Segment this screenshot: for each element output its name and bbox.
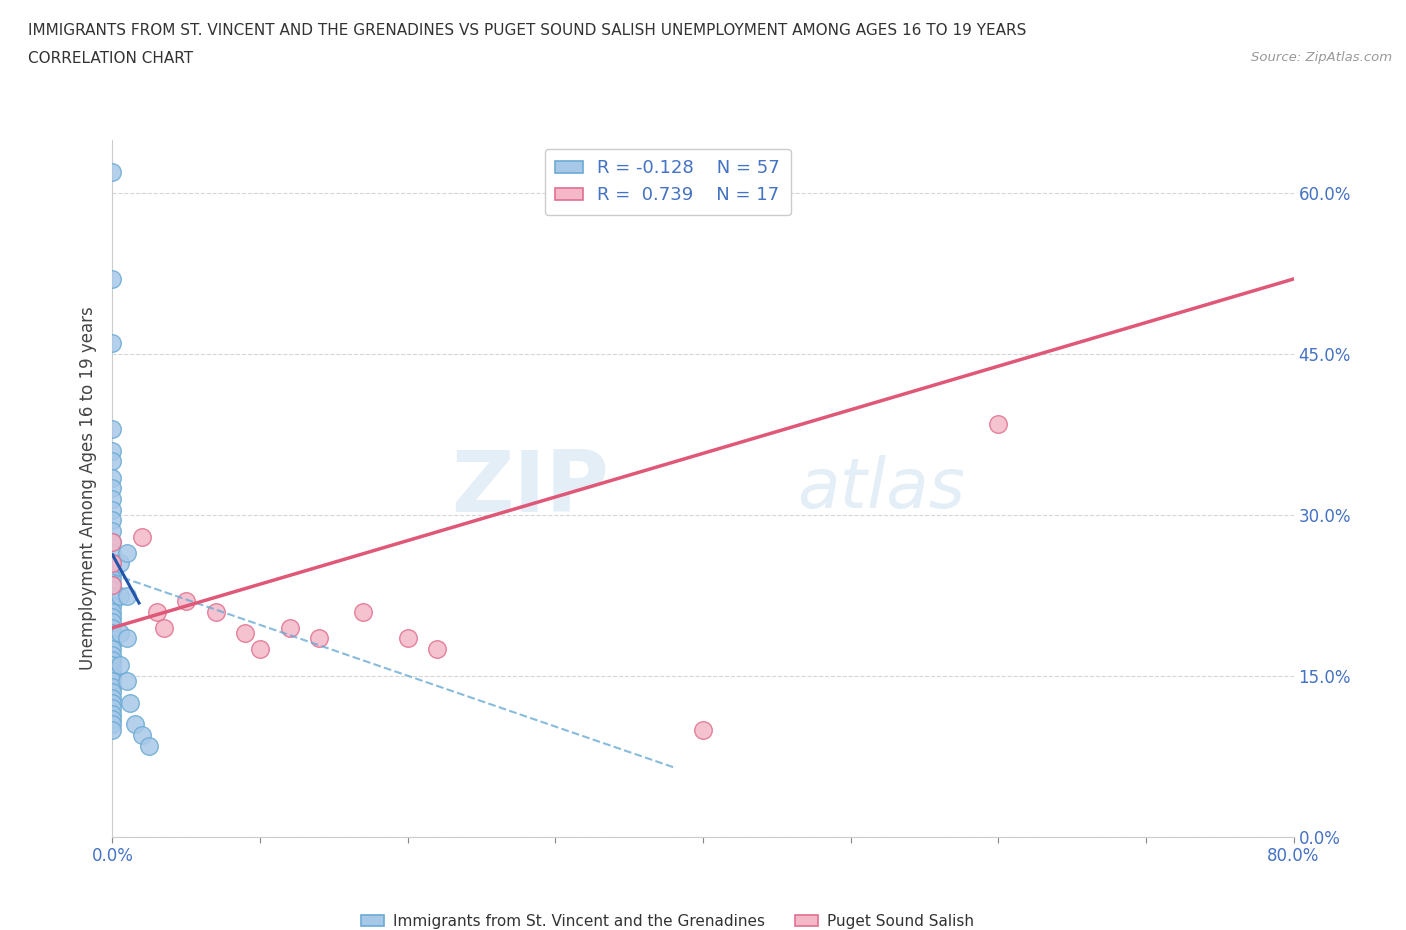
Point — [352, 604, 374, 619]
Point — [146, 604, 169, 619]
Point — [108, 588, 131, 603]
Point — [101, 572, 124, 587]
Point — [108, 556, 131, 571]
Point — [101, 620, 124, 635]
Point — [233, 626, 256, 641]
Point — [101, 336, 124, 351]
Point — [101, 674, 124, 689]
Point — [101, 604, 124, 619]
Point — [101, 679, 124, 694]
Point — [101, 513, 124, 528]
Point — [101, 454, 124, 469]
Point — [108, 626, 131, 641]
Point — [101, 535, 124, 550]
Point — [101, 690, 124, 705]
Point — [101, 642, 124, 657]
Point — [174, 593, 197, 608]
Point — [987, 417, 1010, 432]
Point — [396, 631, 419, 646]
Point — [138, 738, 160, 753]
Point — [249, 642, 271, 657]
Point — [101, 545, 124, 560]
Point — [101, 535, 124, 550]
Point — [101, 481, 124, 496]
Point — [101, 706, 124, 721]
Point — [101, 609, 124, 624]
Point — [101, 723, 124, 737]
Point — [101, 615, 124, 630]
Point — [101, 701, 124, 716]
Point — [101, 684, 124, 699]
Point — [117, 588, 138, 603]
Point — [117, 674, 138, 689]
Point — [101, 669, 124, 684]
Point — [101, 636, 124, 651]
Point — [101, 717, 124, 732]
Point — [101, 599, 124, 614]
Point — [131, 727, 153, 742]
Text: ZIP: ZIP — [451, 446, 609, 530]
Point — [426, 642, 449, 657]
Point — [101, 588, 124, 603]
Point — [278, 620, 301, 635]
Point — [124, 717, 146, 732]
Point — [101, 626, 124, 641]
Text: CORRELATION CHART: CORRELATION CHART — [28, 51, 193, 66]
Point — [101, 578, 124, 592]
Point — [101, 711, 124, 726]
Point — [101, 524, 124, 538]
Point — [101, 658, 124, 672]
Point — [131, 529, 153, 544]
Point — [117, 631, 138, 646]
Text: atlas: atlas — [797, 455, 966, 522]
Y-axis label: Unemployment Among Ages 16 to 19 years: Unemployment Among Ages 16 to 19 years — [79, 306, 97, 671]
Point — [101, 444, 124, 458]
Point — [205, 604, 228, 619]
Point — [101, 272, 124, 286]
Point — [101, 556, 124, 571]
Point — [101, 422, 124, 437]
Point — [101, 556, 124, 571]
Text: Source: ZipAtlas.com: Source: ZipAtlas.com — [1251, 51, 1392, 64]
Point — [101, 566, 124, 581]
Point — [101, 593, 124, 608]
Point — [692, 723, 714, 737]
Point — [101, 165, 124, 179]
Point — [101, 663, 124, 678]
Point — [120, 696, 142, 711]
Point — [117, 545, 138, 560]
Text: IMMIGRANTS FROM ST. VINCENT AND THE GRENADINES VS PUGET SOUND SALISH UNEMPLOYMEN: IMMIGRANTS FROM ST. VINCENT AND THE GREN… — [28, 23, 1026, 38]
Point — [101, 647, 124, 662]
Point — [308, 631, 330, 646]
Point — [101, 631, 124, 646]
Point — [108, 658, 131, 672]
Legend: Immigrants from St. Vincent and the Grenadines, Puget Sound Salish: Immigrants from St. Vincent and the Gren… — [354, 908, 980, 930]
Point — [101, 492, 124, 507]
Point — [101, 578, 124, 592]
Point — [101, 696, 124, 711]
Point — [101, 470, 124, 485]
Point — [101, 502, 124, 517]
Point — [101, 583, 124, 598]
Point — [101, 653, 124, 668]
Point — [153, 620, 176, 635]
